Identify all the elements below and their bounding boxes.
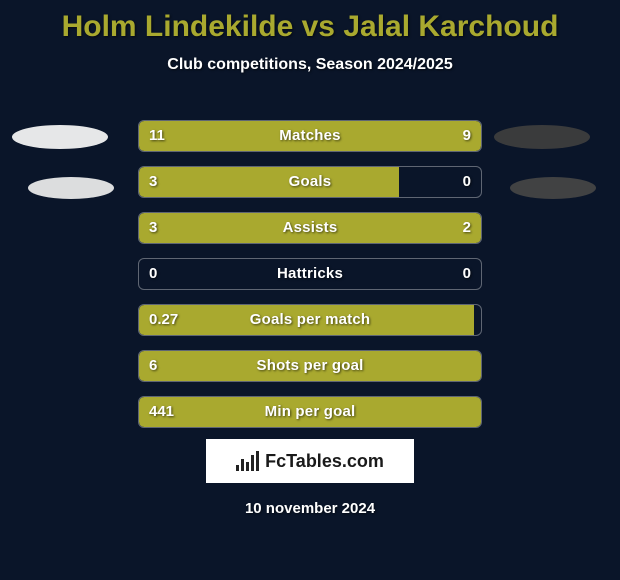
footer-date: 10 november 2024	[0, 500, 620, 517]
page-title: Holm Lindekilde vs Jalal Karchoud	[0, 0, 620, 44]
brand-logo[interactable]: FcTables.com	[205, 438, 415, 484]
decorative-ellipse	[12, 125, 108, 149]
stat-row: Shots per goal6	[0, 350, 620, 382]
stat-label: Shots per goal	[139, 357, 481, 374]
stat-bar-track: Hattricks0 0	[138, 258, 482, 290]
stat-bar-track: Goals3 0	[138, 166, 482, 198]
stat-label: Hattricks	[139, 265, 481, 282]
bar-chart-icon	[236, 451, 259, 471]
stat-value-right: 2	[463, 219, 471, 236]
stat-label: Min per goal	[139, 403, 481, 420]
stat-value-right: 0	[463, 265, 471, 282]
stat-bar-track: Shots per goal6	[138, 350, 482, 382]
stat-label: Assists	[139, 219, 481, 236]
stat-row: Hattricks0 0	[0, 258, 620, 290]
stat-label: Goals per match	[139, 311, 481, 328]
stat-value-left: 3	[149, 219, 157, 236]
stat-row: Assists3 2	[0, 212, 620, 244]
comparison-chart: Matches119Goals30Assists32Hattricks00Goa…	[0, 120, 620, 442]
stat-value-left: 3	[149, 173, 157, 190]
stat-value-left: 0	[149, 265, 157, 282]
stat-bar-track: Matches11 9	[138, 120, 482, 152]
stat-value-left: 441	[149, 403, 174, 420]
stat-value-right: 0	[463, 173, 471, 190]
page-subtitle: Club competitions, Season 2024/2025	[0, 56, 620, 74]
stat-value-right: 9	[463, 127, 471, 144]
decorative-ellipse	[510, 177, 596, 199]
decorative-ellipse	[28, 177, 114, 199]
stat-row: Min per goal441	[0, 396, 620, 428]
stat-row: Goals per match0.27	[0, 304, 620, 336]
stat-value-left: 6	[149, 357, 157, 374]
stat-value-left: 11	[149, 127, 165, 144]
stat-value-left: 0.27	[149, 311, 178, 328]
stat-bar-track: Goals per match0.27	[138, 304, 482, 336]
stat-bar-track: Min per goal441	[138, 396, 482, 428]
stat-label: Matches	[139, 127, 481, 144]
decorative-ellipse	[494, 125, 590, 149]
stat-label: Goals	[139, 173, 481, 190]
stat-bar-track: Assists3 2	[138, 212, 482, 244]
brand-name: FcTables.com	[265, 451, 384, 472]
